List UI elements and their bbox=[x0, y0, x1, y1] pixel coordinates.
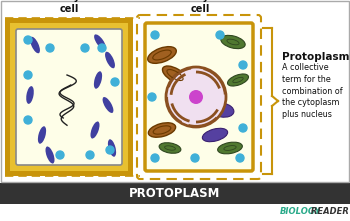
Ellipse shape bbox=[148, 123, 176, 137]
Ellipse shape bbox=[91, 122, 99, 139]
Text: Prokaryotic
cell: Prokaryotic cell bbox=[37, 0, 101, 14]
Ellipse shape bbox=[162, 66, 188, 84]
Circle shape bbox=[98, 44, 106, 52]
Ellipse shape bbox=[221, 35, 245, 49]
Ellipse shape bbox=[210, 103, 234, 117]
Text: READER: READER bbox=[308, 206, 349, 215]
Ellipse shape bbox=[30, 37, 40, 53]
Circle shape bbox=[56, 151, 64, 159]
Ellipse shape bbox=[108, 139, 116, 157]
Circle shape bbox=[106, 146, 114, 154]
Bar bbox=[0, 183, 350, 204]
Circle shape bbox=[24, 71, 32, 79]
Text: A collective
term for the
combination of
the cytoplasm
plus nucleus: A collective term for the combination of… bbox=[282, 63, 343, 119]
Ellipse shape bbox=[159, 143, 181, 153]
Circle shape bbox=[166, 67, 226, 127]
Text: Protoplasm: Protoplasm bbox=[282, 52, 350, 62]
Circle shape bbox=[86, 151, 94, 159]
Ellipse shape bbox=[228, 74, 248, 86]
Ellipse shape bbox=[103, 97, 113, 113]
Ellipse shape bbox=[105, 52, 115, 68]
Ellipse shape bbox=[46, 147, 55, 164]
Ellipse shape bbox=[26, 86, 34, 104]
Circle shape bbox=[148, 93, 156, 101]
FancyBboxPatch shape bbox=[145, 23, 253, 171]
Circle shape bbox=[24, 116, 32, 124]
Circle shape bbox=[239, 124, 247, 132]
Ellipse shape bbox=[94, 71, 102, 89]
Circle shape bbox=[216, 31, 224, 39]
Ellipse shape bbox=[202, 128, 228, 142]
Bar bbox=[1, 1, 349, 182]
Ellipse shape bbox=[94, 34, 106, 50]
Circle shape bbox=[239, 61, 247, 69]
Ellipse shape bbox=[169, 104, 187, 116]
Circle shape bbox=[151, 154, 159, 162]
Circle shape bbox=[189, 90, 203, 104]
FancyBboxPatch shape bbox=[5, 18, 133, 176]
Circle shape bbox=[46, 44, 54, 52]
Ellipse shape bbox=[218, 142, 242, 154]
Circle shape bbox=[191, 154, 199, 162]
Circle shape bbox=[151, 31, 159, 39]
Ellipse shape bbox=[38, 126, 46, 144]
Ellipse shape bbox=[148, 47, 176, 63]
Circle shape bbox=[111, 78, 119, 86]
FancyBboxPatch shape bbox=[16, 29, 122, 165]
Text: BIOLOGY: BIOLOGY bbox=[280, 206, 322, 215]
FancyBboxPatch shape bbox=[10, 23, 128, 171]
Text: Eukaryotic
cell: Eukaryotic cell bbox=[171, 0, 229, 14]
Circle shape bbox=[236, 154, 244, 162]
Circle shape bbox=[24, 36, 32, 44]
Circle shape bbox=[81, 44, 89, 52]
Text: PROTOPLASM: PROTOPLASM bbox=[129, 187, 221, 200]
